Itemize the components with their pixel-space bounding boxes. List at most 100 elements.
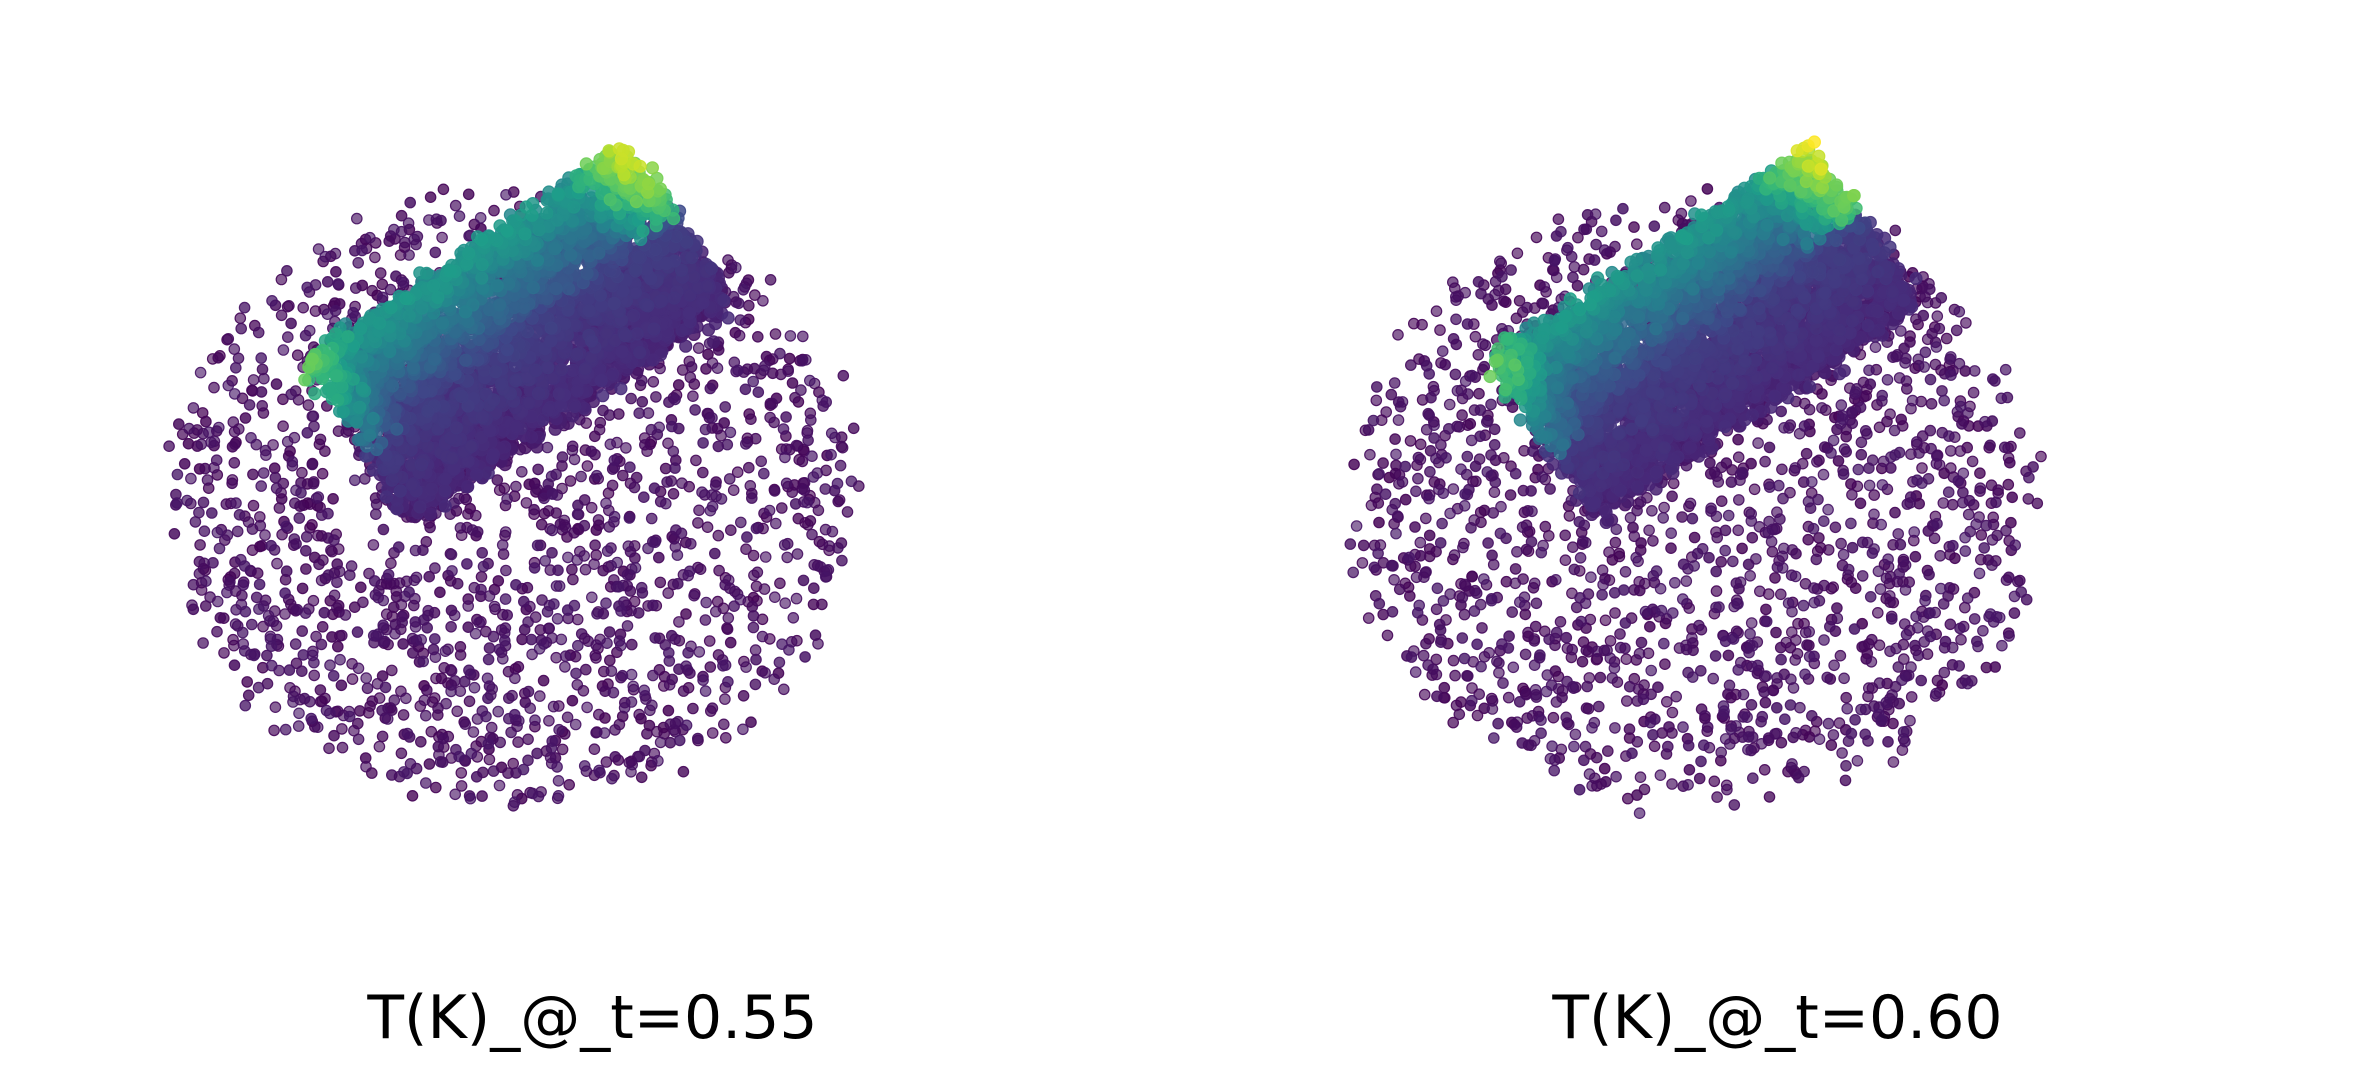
scatter-point <box>755 455 767 468</box>
scatter-point <box>479 387 493 401</box>
scatter-point <box>680 719 693 732</box>
scatter-point <box>376 704 388 717</box>
scatter-point <box>786 377 799 389</box>
scatter-point <box>454 522 467 534</box>
scatter-point <box>445 685 457 698</box>
scatter-point <box>724 524 737 536</box>
scatter-point <box>625 696 638 708</box>
scatter-point <box>350 212 363 225</box>
scatter-point <box>229 618 242 630</box>
scatter-point <box>454 649 467 661</box>
scatter-point <box>288 533 301 545</box>
scatter-point <box>774 347 786 360</box>
scatter-point <box>721 438 734 451</box>
scatter-point <box>496 539 509 551</box>
scatter-point <box>662 437 674 450</box>
scatter-point <box>685 361 698 373</box>
scatter-point <box>369 251 381 264</box>
scatter-point <box>425 725 438 738</box>
scatter-point <box>283 664 296 676</box>
scatter-point <box>346 673 359 685</box>
scatter-point <box>445 620 457 633</box>
scatter-point <box>747 610 760 622</box>
scatter-point <box>551 612 564 625</box>
scatter-point <box>316 467 329 480</box>
scatter-point <box>423 214 435 226</box>
scatter-point <box>529 363 543 377</box>
scatter-point <box>520 497 533 509</box>
scatter-point <box>473 616 485 629</box>
scatter-point <box>585 501 598 514</box>
scatter-point <box>677 685 690 697</box>
scatter-point <box>300 530 313 543</box>
scatter-point <box>283 299 295 312</box>
scatter-point <box>372 591 384 604</box>
scatter-point <box>623 512 636 524</box>
scatter-point <box>510 578 522 591</box>
scatter-point <box>239 412 252 424</box>
scatter-point <box>647 375 660 388</box>
scatter-point <box>281 435 294 448</box>
scatter-point <box>451 577 464 590</box>
scatter-point <box>691 732 704 745</box>
scatter-point <box>558 514 571 527</box>
scatter-point <box>612 580 625 593</box>
scatter-point <box>789 391 801 404</box>
scatter-point <box>517 763 530 776</box>
scatter-point <box>459 718 472 730</box>
scatter-point <box>316 620 329 633</box>
scatter-point <box>256 363 269 376</box>
scatter-point <box>569 718 582 731</box>
scatter-point <box>571 613 584 626</box>
scatter-point <box>745 413 757 425</box>
scatter-point <box>393 577 406 589</box>
scatter-point <box>819 483 832 495</box>
scatter-point <box>752 386 765 398</box>
scatter-point <box>220 498 233 510</box>
scatter-point <box>255 480 267 492</box>
scatter-point <box>228 639 240 652</box>
scatter-point <box>676 477 688 489</box>
scatter-point <box>551 761 563 773</box>
scatter-point <box>327 492 339 505</box>
scatter-point <box>255 352 267 364</box>
scatter-point <box>323 742 335 755</box>
scatter-point <box>556 451 569 463</box>
scatter-point <box>331 602 343 614</box>
scatter-point <box>783 352 796 365</box>
scatter-point <box>388 223 400 236</box>
scatter-point <box>493 298 507 312</box>
scatter-point <box>499 593 512 605</box>
scatter-point <box>531 386 546 400</box>
scatter-point <box>508 708 521 721</box>
scatter-point <box>662 704 675 717</box>
scatter-point <box>265 659 278 672</box>
scatter-point <box>438 499 452 513</box>
scatter-point <box>366 284 378 297</box>
scatter-point <box>498 634 511 647</box>
scatter-point <box>679 339 693 353</box>
scatter-point <box>635 771 648 784</box>
scatter-point <box>625 765 637 778</box>
scatter-point <box>328 589 341 602</box>
scatter-point <box>633 345 647 360</box>
scatter-point <box>512 660 525 673</box>
scatter-point <box>721 311 735 325</box>
scatter-point <box>836 441 849 454</box>
scatter-point <box>403 586 415 598</box>
scatter-point <box>183 422 195 435</box>
scatter-point <box>651 725 663 738</box>
scatter-point <box>267 439 279 451</box>
scatter-point <box>715 493 728 505</box>
scatter-point <box>242 689 255 702</box>
scatter-point <box>178 457 191 470</box>
scatter-point <box>515 465 528 478</box>
scatter-point <box>790 439 803 452</box>
scatter-point <box>228 659 241 671</box>
scatter-point <box>322 569 335 581</box>
scatter-point <box>789 498 802 510</box>
scatter-point <box>423 507 437 521</box>
scatter-point <box>826 525 839 538</box>
scatter-point <box>682 646 694 659</box>
scatter-point <box>298 692 311 705</box>
